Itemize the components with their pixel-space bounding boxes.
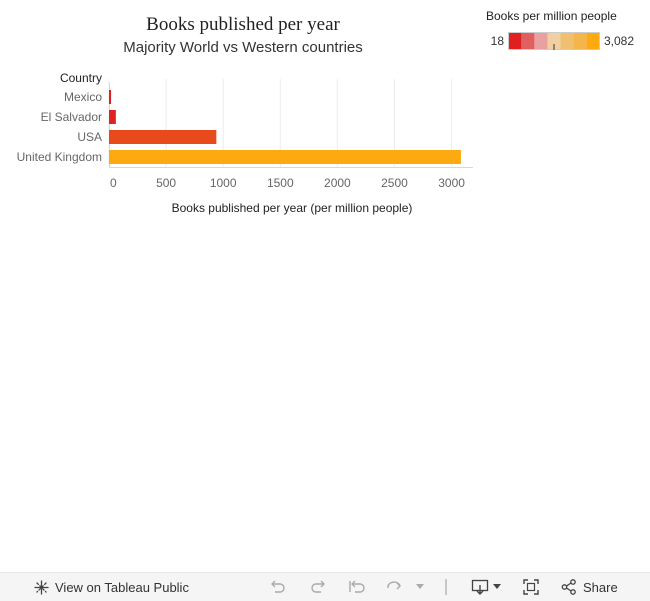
refresh-menu-button[interactable] <box>416 573 424 601</box>
x-tick-label: 2500 <box>381 176 408 190</box>
category-label: El Salvador <box>41 110 102 124</box>
chevron-down-icon <box>416 584 424 590</box>
x-tick-label: 3000 <box>438 176 465 190</box>
legend-max-label: 3,082 <box>604 34 635 48</box>
legend-swatch <box>586 32 600 50</box>
share-label: Share <box>583 579 618 595</box>
toolbar: View on Tableau Public <box>0 572 650 601</box>
view-on-tableau-label: View on Tableau Public <box>55 579 189 595</box>
revert-icon <box>348 579 366 595</box>
legend-swatch <box>560 32 575 50</box>
legend-swatch <box>508 32 522 50</box>
legend-swatch <box>573 32 588 50</box>
legend-swatch <box>547 32 562 50</box>
redo-button[interactable] <box>310 573 326 601</box>
revert-button[interactable] <box>348 573 366 601</box>
legend-swatch <box>534 32 548 50</box>
share-button[interactable]: Share <box>561 573 618 601</box>
tableau-logo-icon <box>34 579 49 595</box>
x-tick-label: 0 <box>110 176 117 190</box>
color-legend-scale[interactable] <box>508 32 600 50</box>
legend-title: Books per million people <box>486 9 617 23</box>
x-tick-label: 1500 <box>267 176 294 190</box>
bar-usa[interactable] <box>109 130 217 144</box>
x-tick-label: 500 <box>156 176 176 190</box>
bar-united-kingdom[interactable] <box>109 150 461 164</box>
x-tick-label: 2000 <box>324 176 351 190</box>
category-label: United Kingdom <box>17 150 102 164</box>
legend-swatch <box>521 32 535 50</box>
view-on-tableau-button[interactable]: View on Tableau Public <box>34 573 189 601</box>
download-icon <box>471 579 489 595</box>
chart-subtitle: Majority World vs Western countries <box>123 39 363 56</box>
refresh-icon <box>386 579 404 595</box>
redo-icon <box>310 579 326 595</box>
category-header: Country <box>60 71 102 85</box>
chart-title: Books published per year <box>146 14 340 35</box>
bar-chart: Country Mexico El Salvador USA United Kingdo… <box>17 71 473 215</box>
category-label: USA <box>77 130 102 144</box>
fullscreen-icon <box>523 579 539 595</box>
refresh-button[interactable] <box>386 573 404 601</box>
undo-icon <box>270 579 286 595</box>
bar-el-salvador[interactable] <box>109 110 116 124</box>
download-button[interactable] <box>471 573 501 601</box>
chevron-down-icon <box>493 584 501 590</box>
bar-mexico[interactable] <box>109 90 112 104</box>
category-label: Mexico <box>64 90 102 104</box>
undo-button[interactable] <box>270 573 286 601</box>
x-axis-title: Books published per year (per million pe… <box>172 201 413 215</box>
share-icon <box>561 579 577 595</box>
x-tick-label: 1000 <box>210 176 237 190</box>
legend-min-label: 18 <box>490 34 504 48</box>
fullscreen-button[interactable] <box>523 573 539 601</box>
toolbar-divider <box>445 573 447 601</box>
